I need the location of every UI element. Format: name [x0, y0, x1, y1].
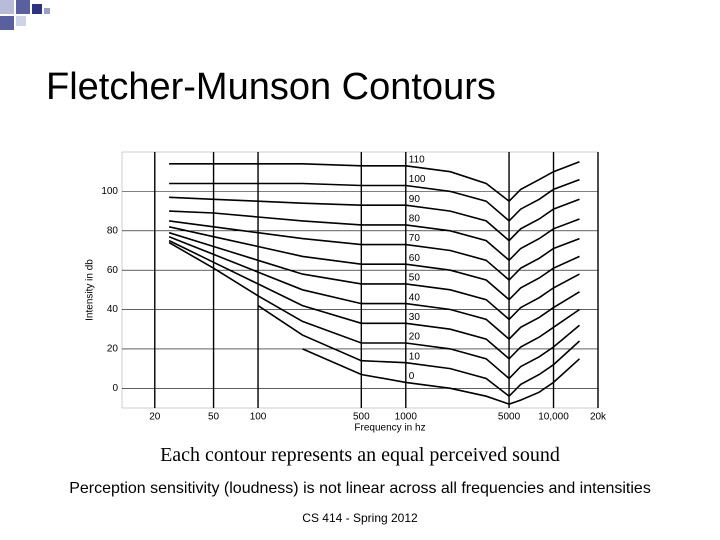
contour-line: [168, 231, 580, 321]
contour-line: [302, 348, 581, 405]
x-tick-label: 20: [149, 412, 161, 423]
footer: CS 414 - Spring 2012: [302, 511, 418, 525]
contour-label: 110: [409, 154, 425, 165]
slide-title: Fletcher-Munson Contours: [46, 66, 496, 108]
contour-label: 80: [409, 214, 421, 225]
contour-label: 60: [409, 253, 421, 264]
contour-line: [257, 304, 581, 398]
contour-label: 50: [409, 273, 421, 284]
contour-label: 100: [409, 174, 426, 185]
contour-line: [168, 226, 580, 301]
x-axis-label: Frequency in hz: [354, 423, 425, 434]
y-tick-label: 20: [107, 344, 119, 355]
x-tick-label: 50: [208, 412, 220, 423]
contour-label: 90: [409, 194, 421, 205]
contour-line: [168, 241, 581, 380]
y-tick-label: 0: [112, 383, 118, 394]
contour-label: 0: [409, 371, 415, 382]
decoration: [0, 0, 50, 30]
contour-line: [169, 161, 580, 203]
caption: Each contour represents an equal perceiv…: [160, 444, 560, 466]
plot-area: [121, 151, 599, 409]
y-tick-label: 60: [107, 265, 119, 276]
x-tick-label: 100: [250, 412, 267, 423]
x-tick-label: 10,000: [538, 412, 569, 423]
x-tick-label: 500: [353, 412, 370, 423]
contour-line: [168, 239, 580, 360]
contour-line: [168, 235, 580, 341]
contour-label: 20: [409, 332, 421, 343]
y-tick-label: 40: [107, 304, 119, 315]
contour-line: [169, 210, 580, 262]
contour-label: 10: [409, 351, 421, 362]
x-tick-label: 20k: [590, 412, 607, 423]
contour-label: 30: [409, 312, 421, 323]
y-axis-label: Intensity in db: [85, 259, 96, 321]
contour-line: [169, 178, 580, 222]
body-text: Perception sensitivity (loudness) is not…: [69, 480, 651, 497]
x-tick-label: 1000: [395, 412, 418, 423]
contour-line: [169, 196, 580, 242]
y-tick-label: 80: [107, 225, 119, 236]
y-tick-label: 100: [101, 186, 118, 197]
contour-label: 70: [409, 233, 421, 244]
x-tick-label: 5000: [498, 412, 521, 423]
contour-line: [168, 220, 580, 282]
contour-label: 40: [409, 292, 421, 303]
